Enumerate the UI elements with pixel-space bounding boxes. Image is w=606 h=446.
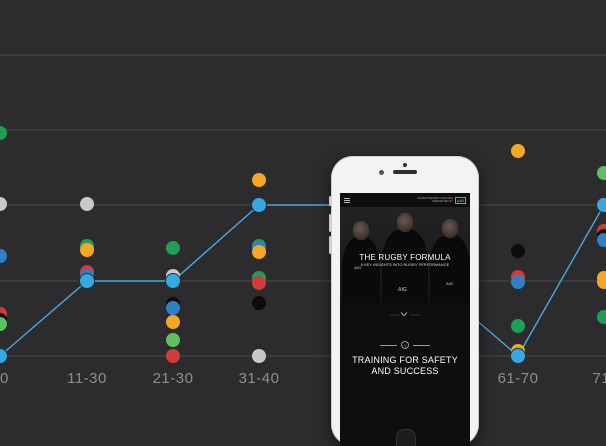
x-tick-label-2: 21-30 [153,370,194,387]
section-title-line-2: AND SUCCESS [340,366,470,377]
phone-volume-up-button [329,214,331,232]
category-0-dot-2 [0,249,7,263]
hamburger-icon[interactable] [344,198,350,203]
site-topbar: ADVERTISEMENT FEATURE PRESENTED BY AIG [340,193,470,207]
category-6-dot-4 [511,319,525,333]
category-0-dot-0 [0,126,7,140]
category-6-dot-3 [511,275,525,289]
chevron-rule [390,314,420,316]
category-2-dot-6 [166,349,180,363]
hero-subtitle: 8 KEY INSIGHTS INTO RUGBY PERFORMANCE [340,263,470,267]
phone-camera [379,170,384,175]
series-point-3 [252,198,267,213]
phone-mute-button [329,196,331,206]
phone-screen: ADVERTISEMENT FEATURE PRESENTED BY AIG A… [340,193,470,446]
hero-title: THE RUGBY FORMULA [340,253,470,262]
section-divider: 1 [380,341,430,349]
category-3-dot-3 [252,245,266,259]
category-2-dot-0 [166,241,180,255]
x-tick-label-7: 71- [592,370,606,387]
category-6-dot-1 [511,244,525,258]
section-number: 1 [401,341,409,349]
x-tick-label-1: 11-30 [67,370,107,387]
category-1-dot-2 [80,243,94,257]
section-title-line-1: TRAINING FOR SAFETY [340,355,470,366]
phone-speaker [393,170,417,174]
jersey-logo-right: AIG [446,281,453,286]
section-title: TRAINING FOR SAFETY AND SUCCESS [340,355,470,377]
category-1-dot-0 [80,197,94,211]
category-6-dot-0 [511,144,525,158]
category-3-dot-0 [252,173,266,187]
section-thumbnail [396,429,416,446]
series-point-2 [166,274,181,289]
category-3-dot-6 [252,296,266,310]
category-2-dot-5 [166,333,180,347]
player-left-image [342,237,380,303]
category-7-dot-0 [597,166,606,180]
x-tick-label-3: 31-40 [239,370,280,387]
hero-banner: AIG AIG AIG THE RUGBY FORMULA 8 KEY INSI… [340,207,470,303]
data-dots [0,126,606,364]
phone-mockup: ADVERTISEMENT FEATURE PRESENTED BY AIG A… [331,156,479,446]
category-2-dot-4 [166,315,180,329]
series-point-1 [80,274,95,289]
category-3-dot-5 [252,276,266,290]
jersey-logo-center: AIG [398,287,407,293]
category-7-dot-6 [597,310,606,324]
player-right-image [430,235,470,303]
phone-sensor [403,163,407,167]
category-2-dot-3 [166,301,180,315]
x-tick-label-0: 10 [0,370,9,387]
aig-logo[interactable]: AIG [455,197,466,204]
series-point-6 [511,349,526,364]
category-3-dot-7 [252,349,266,363]
x-tick-label-6: 61-70 [498,370,539,387]
sponsor-text: ADVERTISEMENT FEATURE PRESENTED BY [417,197,453,203]
category-0-dot-1 [0,197,7,211]
phone-volume-down-button [329,236,331,254]
sponsor-block: ADVERTISEMENT FEATURE PRESENTED BY AIG [417,197,466,204]
series-point-7 [597,198,606,213]
